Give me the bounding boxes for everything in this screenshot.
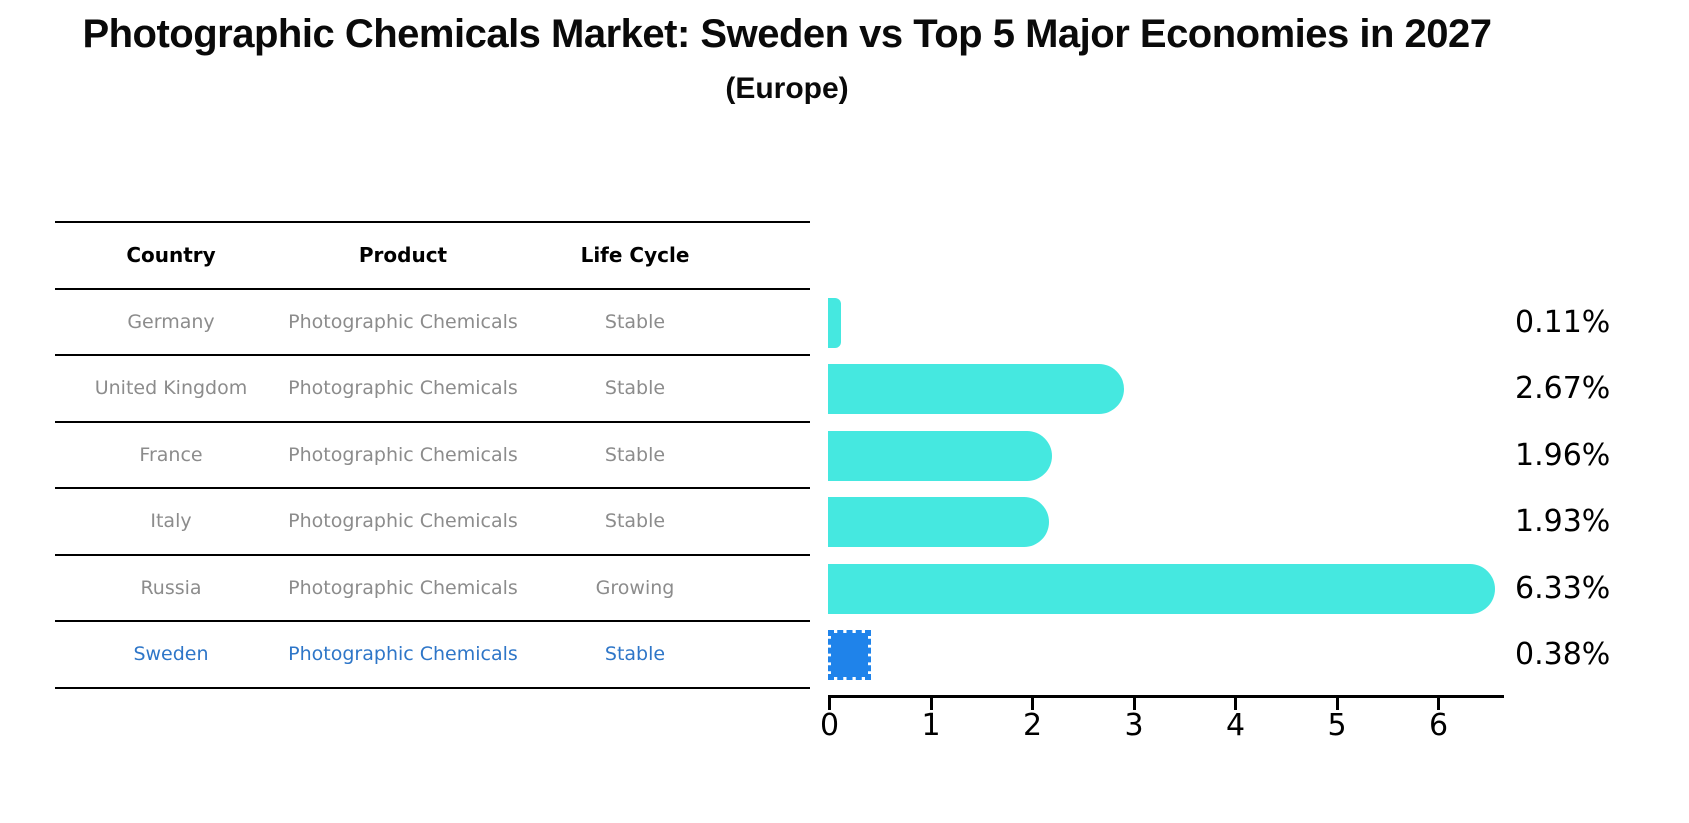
cell-product: Photographic Chemicals — [288, 377, 518, 400]
value-label-france: 1.96% — [1515, 437, 1611, 473]
x-tick-1 — [929, 698, 933, 710]
bar-sweden — [828, 630, 871, 681]
cell-product: Photographic Chemicals — [288, 576, 518, 599]
cell-country: United Kingdom — [94, 377, 248, 400]
cell-product: Photographic Chemicals — [288, 643, 518, 666]
x-tick-label-4: 4 — [1225, 708, 1246, 743]
chart-subtitle: (Europe) — [725, 72, 849, 105]
x-tick-6 — [1437, 698, 1440, 710]
cell-product: Photographic Chemicals — [288, 310, 518, 333]
cell-life-cycle: Stable — [604, 510, 666, 533]
cell-country: Italy — [150, 510, 192, 533]
bar-germany — [828, 297, 842, 348]
x-tick-label-6: 6 — [1428, 708, 1449, 743]
table-row-france: France Photographic Chemicals Stable — [55, 423, 810, 489]
x-tick-label-2: 2 — [1022, 708, 1043, 743]
cell-life-cycle: Stable — [604, 377, 666, 400]
chart-title: Photographic Chemicals Market: Sweden vs… — [82, 12, 1492, 56]
table-header-row: Country Product Life Cycle — [55, 223, 810, 290]
country-table: Country Product Life Cycle Germany Photog… — [55, 221, 810, 689]
table-body: Germany Photographic Chemicals Stable Unite… — [55, 290, 810, 689]
value-label-russia: 6.33% — [1515, 570, 1611, 606]
x-tick-5 — [1335, 698, 1339, 710]
bar-france — [828, 430, 1052, 481]
x-tick-2 — [1031, 698, 1034, 710]
header-country: Country — [126, 243, 216, 268]
cell-life-cycle: Stable — [604, 443, 666, 466]
bar-united-kingdom — [828, 364, 1124, 415]
header-life-cycle: Life Cycle — [580, 243, 690, 268]
x-tick-label-3: 3 — [1124, 708, 1144, 743]
cell-life-cycle: Growing — [595, 576, 675, 599]
x-tick-3 — [1132, 698, 1136, 710]
x-tick-label-0: 0 — [819, 708, 840, 743]
bar-italy — [828, 497, 1049, 548]
cell-life-cycle: Stable — [604, 310, 666, 333]
x-axis-line — [828, 695, 1504, 698]
table-row-russia: Russia Photographic Chemicals Growing — [55, 556, 810, 622]
header-product: Product — [358, 243, 448, 268]
x-tick-label-1: 1 — [921, 708, 941, 743]
x-tick-0 — [828, 698, 831, 710]
cell-country: France — [139, 443, 203, 466]
value-label-sweden: 0.38% — [1515, 637, 1611, 673]
bar-russia — [828, 563, 1496, 614]
x-tick-4 — [1234, 698, 1237, 710]
x-tick-label-5: 5 — [1327, 708, 1347, 743]
value-label-italy: 1.93% — [1515, 504, 1611, 540]
cell-product: Photographic Chemicals — [288, 443, 518, 466]
value-label-united-kingdom: 2.67% — [1515, 371, 1611, 407]
table-row-sweden: Sweden Photographic Chemicals Stable — [55, 622, 810, 689]
table-row-italy: Italy Photographic Chemicals Stable — [55, 489, 810, 556]
cell-country: Sweden — [133, 643, 209, 666]
value-label-germany: 0.11% — [1515, 304, 1611, 340]
cell-life-cycle: Stable — [604, 643, 666, 666]
cell-product: Photographic Chemicals — [288, 510, 518, 533]
table-row-united-kingdom: United Kingdom Photographic Chemicals Stab… — [55, 356, 810, 423]
cell-country: Russia — [140, 576, 202, 599]
table-row-germany: Germany Photographic Chemicals Stable — [55, 290, 810, 356]
cell-country: Germany — [127, 310, 215, 333]
